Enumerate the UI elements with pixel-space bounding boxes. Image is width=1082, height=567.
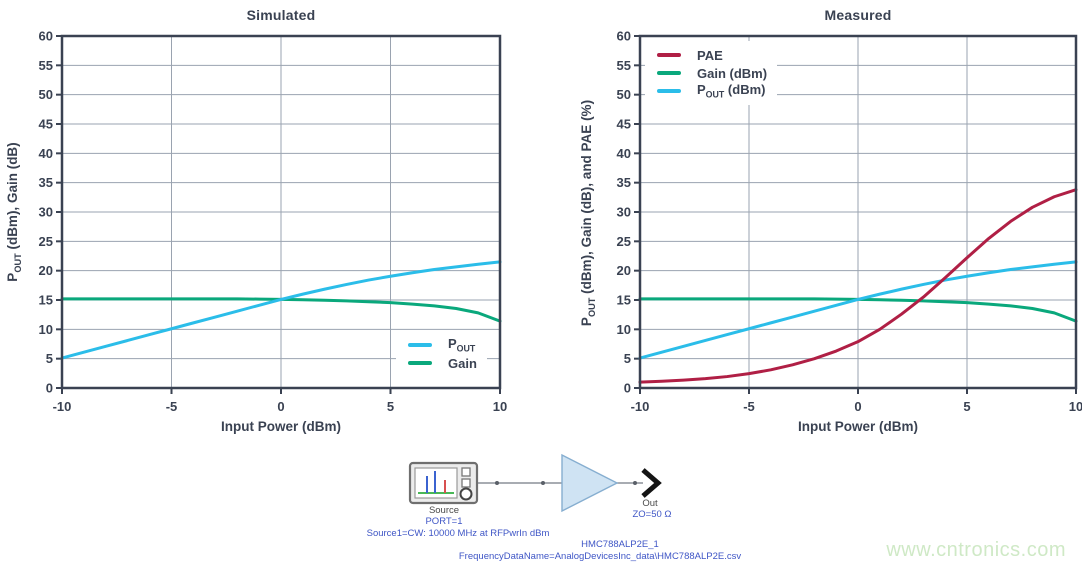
amplifier-triangle-icon [561, 453, 619, 513]
x-tick-label: 10 [1069, 399, 1082, 414]
measured-chart-title: Measured [824, 7, 892, 23]
legend-swatch [657, 89, 681, 93]
x-tick-label: 10 [493, 399, 507, 414]
x-tick-label: -10 [53, 399, 72, 414]
source-cw-param: Source1=CW: 10000 MHz at RFPwrIn dBm [366, 528, 550, 539]
plot-border [638, 34, 1078, 390]
y-tick-label: 55 [39, 58, 53, 73]
y-tick-label: 25 [617, 234, 631, 249]
legend-entry: Gain (dBm) [657, 64, 767, 82]
simulated-chart-plot: -10 -5 0 5 10 0 5 10 15 20 25 30 35 40 45 50 55 60 [39, 29, 508, 415]
y-tick-label: 20 [617, 263, 631, 278]
y-tick-label: 55 [617, 58, 631, 73]
y-tick-label: 35 [617, 175, 631, 190]
legend-entry: Gain [408, 354, 477, 372]
simulated-chart-title: Simulated [246, 7, 316, 23]
plot-border [60, 34, 502, 390]
x-tick-label: 0 [277, 399, 284, 414]
x-tick-label: -10 [631, 399, 650, 414]
wire-node-dot [541, 481, 545, 485]
out-impedance-param: ZO=50 Ω [632, 509, 672, 520]
simulated-x-axis-label: Input Power (dBm) [221, 419, 341, 434]
y-tick-label: 45 [39, 117, 53, 132]
pae-curve [638, 188, 1078, 384]
legend-entry: POUT (dBm) [657, 82, 767, 100]
measured-legend: PAE Gain (dBm) POUT (dBm) [645, 41, 778, 105]
out-label: Out [642, 498, 658, 509]
y-tick-label: 15 [617, 293, 631, 308]
y-tick-label: 0 [46, 381, 53, 396]
legend-swatch [408, 361, 432, 365]
measured-chart-plot: -10 -5 0 5 10 0 5 10 15 20 25 30 35 40 45 50 55 60 [617, 29, 1082, 415]
component-data-file: FrequencyDataName=AnalogDevicesInc_data\… [458, 551, 742, 562]
y-tick-label: 5 [624, 351, 631, 366]
wire-node-dot [633, 481, 637, 485]
measured-y-axis-label: POUT (dBm), Gain (dB), and PAE (%) [579, 99, 597, 327]
y-tick-label: 40 [39, 146, 53, 161]
watermark: www.cntronics.com [886, 539, 1066, 561]
simulated-legend: POUT Gain [396, 331, 487, 377]
y-tick-label: 50 [39, 87, 53, 102]
spectrum-source-instrument-icon [408, 461, 479, 505]
y-tick-label: 20 [39, 263, 53, 278]
measured-x-axis-label: Input Power (dBm) [798, 419, 918, 434]
y-tick-label: 45 [617, 117, 631, 132]
legend-swatch [408, 343, 432, 347]
legend-label: Gain (dBm) [697, 65, 768, 81]
y-tick-label: 35 [39, 175, 53, 190]
y-tick-label: 30 [617, 205, 631, 220]
y-tick-label: 50 [617, 87, 631, 102]
legend-label: PAE [697, 47, 723, 63]
legend-swatch [657, 53, 681, 57]
x-tick-label: 0 [854, 399, 861, 414]
schematic-diagram [408, 453, 662, 513]
y-tick-label: 0 [624, 381, 631, 396]
x-tick-label: 5 [387, 399, 394, 414]
pout-curve [638, 260, 1078, 360]
component-name: HMC788ALP2E_1 [581, 539, 659, 550]
y-tick-label: 25 [39, 234, 53, 249]
legend-label: POUT (dBm) [697, 82, 766, 100]
wire-node-dot [495, 481, 499, 485]
legend-entry: PAE [657, 46, 767, 64]
pout-curve [60, 260, 502, 360]
legend-swatch [657, 71, 681, 75]
y-tick-label: 60 [39, 29, 53, 44]
y-tick-label: 15 [39, 293, 53, 308]
y-tick-label: 40 [617, 146, 631, 161]
y-tick-label: 10 [39, 322, 53, 337]
y-tick-label: 10 [617, 322, 631, 337]
y-tick-label: 60 [617, 29, 631, 44]
source-label: Source [428, 505, 460, 516]
source-port-param: PORT=1 [425, 516, 463, 527]
x-tick-label: -5 [166, 399, 178, 414]
legend-label: Gain [448, 355, 477, 371]
legend-label: POUT [448, 336, 476, 354]
y-tick-label: 5 [46, 351, 53, 366]
simulated-y-axis-label: POUT (dBm), Gain (dB) [5, 142, 23, 282]
legend-entry: POUT [408, 336, 477, 354]
y-tick-label: 30 [39, 205, 53, 220]
x-tick-label: -5 [743, 399, 755, 414]
output-port-arrow-icon [641, 468, 662, 498]
x-tick-label: 5 [963, 399, 970, 414]
